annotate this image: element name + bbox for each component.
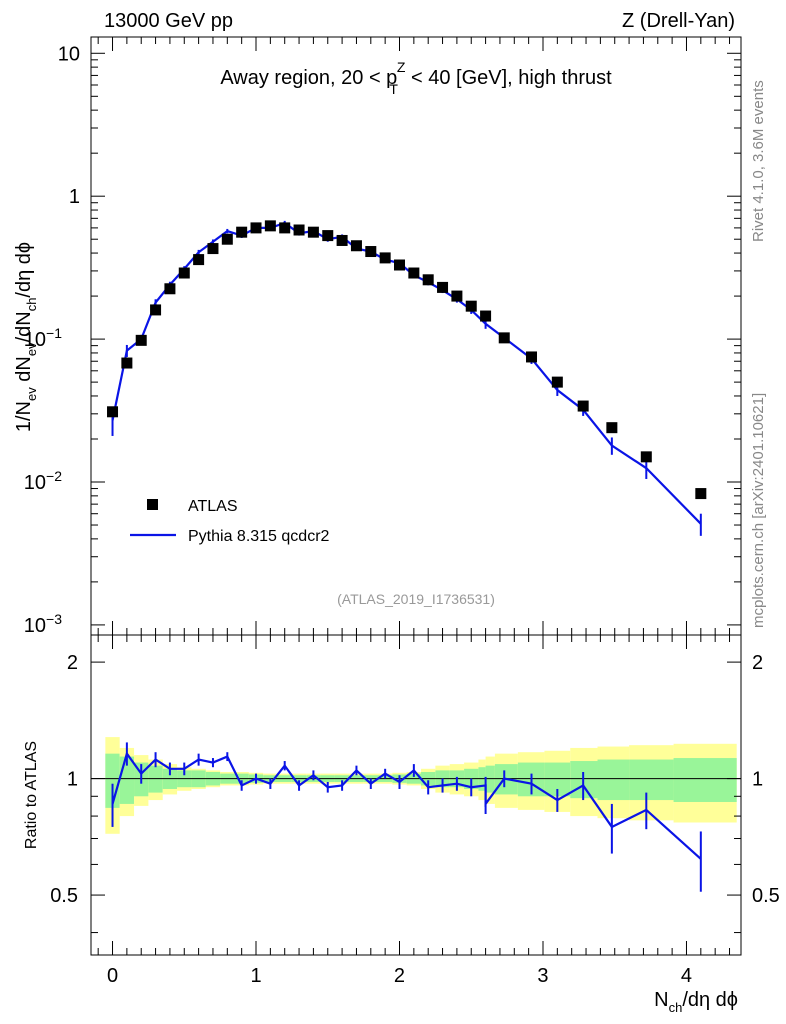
plot-title-sup: Z [397,59,406,75]
data-point [437,281,449,293]
data-point [293,224,305,236]
data-point [465,300,477,312]
data-point [393,259,405,271]
main-plot-axes: 10 1 10−1 10−2 10−3 [24,37,741,637]
x-tick-label: 0 [107,965,118,987]
x-tick-label: 3 [537,965,548,987]
ylabel-part-b: dN [13,356,35,387]
data-point [178,267,190,279]
data-point [451,290,463,302]
data-point [207,243,219,255]
data-point [221,233,233,245]
ratio-band-inner [673,758,737,802]
y-tick-label: 10 [58,43,80,65]
data-point [606,422,618,434]
header-left: 13000 GeV pp [104,10,233,32]
data-point [498,332,510,344]
ratio-y-axis-label: Ratio to ATLAS [23,741,40,849]
xlabel-sub: ch [669,1000,683,1015]
main-plot-frame [90,36,742,636]
header-right: Z (Drell-Yan) [622,10,735,32]
ratio-y-tick-label-right: 2 [752,652,763,674]
main-y-axis-label: 1/Nev dNev/dNch/dη dϕ [13,242,39,432]
data-point [279,222,291,234]
ylabel-part-d: /dη dϕ [13,242,35,298]
data-point [264,220,276,232]
data-point [526,351,538,363]
ylabel-sub-b: ev [24,342,39,356]
plot-title-suffix: < 40 [GeV], high thrust [405,67,612,89]
data-point [135,334,147,346]
ylabel-sub-c: ch [24,298,39,312]
data-point [236,226,248,238]
ylabel-part-c: /dN [13,311,35,342]
main-plot-panel: 10 1 10−1 10−2 10−3 Away region, 20 < pTZ < … [13,36,742,637]
ratio-axes: 2 2 1 1 0.5 0.5 0 1 2 3 4 [50,635,780,987]
ratio-uncertainty-bands [105,737,737,834]
legend-data-label: ATLAS [188,498,238,515]
ratio-y-tick-label-right: 0.5 [752,885,780,907]
data-point [551,376,563,388]
ylabel-sub-a: ev [24,387,39,401]
ratio-y-tick-label-right: 1 [752,769,763,791]
plot-title-prefix: Away region, 20 < p [220,67,397,89]
data-point [379,252,391,264]
ratio-band-inner [485,765,495,793]
ratio-band-inner [597,759,630,801]
data-point [164,283,176,295]
legend-mc-label: Pythia 8.315 qcdcr2 [188,528,330,545]
data-point [695,488,707,500]
plot-title: Away region, 20 < pTZ < 40 [GeV], high t… [220,59,612,97]
mc-line [111,221,702,525]
ratio-marks [111,742,702,892]
xlabel-part-a: N [654,989,668,1011]
data-point [193,254,205,266]
legend: ATLAS Pythia 8.315 qcdcr2 [130,498,330,545]
mcplots-label: mcplots.cern.ch [arXiv:2401.10621] [750,393,767,628]
main-plot-marks [107,220,707,536]
y-tick-label: 10−1 [24,325,62,351]
data-point [307,226,319,238]
data-point [322,230,334,242]
data-point [408,267,420,279]
ratio-y-tick-label-left: 1 [67,769,78,791]
x-tick-label: 2 [394,965,405,987]
ratio-y-tick-label-left: 0.5 [50,885,78,907]
data-point [121,357,133,369]
data-point [150,304,162,316]
x-tick-label: 1 [250,965,261,987]
x-axis-label: Nch/dη dϕ [654,989,738,1015]
ratio-y-tick-label-left: 2 [67,652,78,674]
ylabel-part-a: 1/N [13,401,35,432]
ratio-plot-panel: 2 2 1 1 0.5 0.5 0 1 2 3 4 Ratio to ATLAS [23,634,780,987]
y-tick-label: 1 [69,186,80,208]
data-point [107,406,119,418]
data-point [577,400,589,412]
data-point [336,234,348,246]
xlabel-part-b: /dη dϕ [682,989,738,1011]
ratio-plot-frame [90,634,742,956]
ratio-band-inner [629,759,674,801]
data-point [350,240,362,252]
y-tick-label: 10−3 [24,611,62,637]
plot-title-sub: T [389,81,398,97]
y-tick-label: 10−2 [24,468,62,494]
data-point [640,451,652,463]
rivet-label: Rivet 4.1.0, 3.6M events [750,80,767,242]
analysis-id: (ATLAS_2019_I1736531) [337,591,495,607]
data-point [422,274,434,286]
x-tick-label: 4 [681,965,692,987]
ratio-band-inner [148,765,163,793]
legend-data-marker [147,499,158,510]
data-point [480,310,492,322]
data-point [250,222,262,234]
data-point [365,246,377,258]
